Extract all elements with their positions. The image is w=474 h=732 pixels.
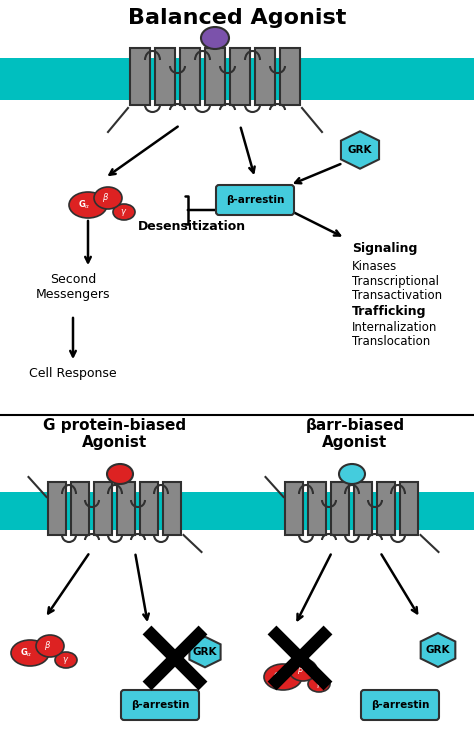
Text: Transactivation: Transactivation	[352, 289, 442, 302]
Bar	[0, 58, 474, 100]
Text: Second
Messengers: Second Messengers	[36, 273, 110, 301]
Bar	[72, 482, 90, 535]
Text: GRK: GRK	[348, 145, 372, 155]
Text: G$_\alpha$: G$_\alpha$	[273, 671, 285, 683]
Bar	[230, 48, 250, 105]
FancyBboxPatch shape	[361, 690, 439, 720]
Bar	[180, 48, 200, 105]
Bar	[401, 482, 419, 535]
Ellipse shape	[289, 659, 317, 681]
Ellipse shape	[36, 635, 64, 657]
Text: $\gamma$: $\gamma$	[315, 679, 323, 690]
Ellipse shape	[201, 27, 229, 49]
Text: Cell Response: Cell Response	[29, 367, 117, 380]
Text: β-arrestin: β-arrestin	[371, 700, 429, 710]
Bar	[0, 492, 242, 530]
Bar	[331, 482, 349, 535]
Ellipse shape	[94, 187, 122, 209]
Ellipse shape	[11, 640, 49, 666]
Text: Internalization: Internalization	[352, 321, 438, 334]
Text: GRK: GRK	[193, 647, 217, 657]
Bar	[205, 48, 225, 105]
FancyBboxPatch shape	[216, 185, 294, 215]
Text: $\gamma$: $\gamma$	[63, 654, 70, 665]
Text: $\beta$: $\beta$	[102, 192, 109, 204]
Bar	[242, 492, 474, 530]
Text: βarr-biased
Agonist: βarr-biased Agonist	[305, 418, 405, 450]
Text: G protein-biased
Agonist: G protein-biased Agonist	[44, 418, 187, 450]
Text: Desensitization: Desensitization	[138, 220, 246, 233]
Bar	[94, 482, 112, 535]
Ellipse shape	[107, 464, 133, 484]
Ellipse shape	[69, 192, 107, 218]
Bar	[140, 482, 158, 535]
Text: Balanced Agonist: Balanced Agonist	[128, 8, 346, 28]
Bar	[377, 482, 395, 535]
Bar	[164, 482, 182, 535]
Text: $\beta$: $\beta$	[45, 640, 52, 652]
Bar	[285, 482, 303, 535]
Bar	[155, 48, 175, 105]
Polygon shape	[341, 131, 379, 168]
Ellipse shape	[264, 664, 302, 690]
Text: Signaling: Signaling	[352, 242, 418, 255]
Text: Kinases: Kinases	[352, 260, 397, 273]
Text: $\beta$: $\beta$	[298, 663, 305, 676]
Text: GRK: GRK	[426, 645, 450, 655]
Text: G$_\alpha$: G$_\alpha$	[78, 199, 91, 212]
Bar	[309, 482, 327, 535]
Bar	[355, 482, 373, 535]
Bar	[118, 482, 136, 535]
Polygon shape	[190, 637, 220, 668]
FancyBboxPatch shape	[121, 690, 199, 720]
Bar	[255, 48, 275, 105]
Text: β-arrestin: β-arrestin	[131, 700, 189, 710]
Bar	[130, 48, 150, 105]
Text: Translocation: Translocation	[352, 335, 430, 348]
Polygon shape	[421, 633, 456, 667]
Ellipse shape	[55, 652, 77, 668]
Text: Transcriptional: Transcriptional	[352, 275, 439, 288]
Bar	[280, 48, 300, 105]
Text: $\gamma$: $\gamma$	[120, 206, 128, 217]
Ellipse shape	[308, 676, 330, 692]
Ellipse shape	[339, 464, 365, 484]
Text: β-arrestin: β-arrestin	[226, 195, 284, 205]
Text: Trafficking: Trafficking	[352, 305, 427, 318]
Ellipse shape	[113, 204, 135, 220]
Text: G$_\alpha$: G$_\alpha$	[19, 647, 32, 660]
Bar	[48, 482, 66, 535]
